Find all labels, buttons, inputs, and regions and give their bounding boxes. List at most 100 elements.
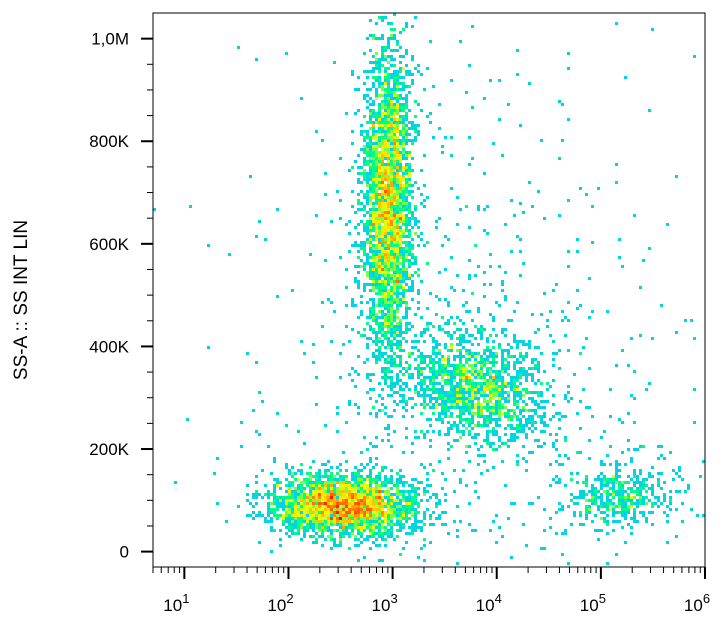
density-cell [363, 283, 366, 286]
density-cell [516, 343, 519, 346]
density-cell [378, 274, 381, 277]
density-cell [402, 298, 405, 301]
density-cell [366, 502, 369, 505]
density-cell [357, 250, 360, 253]
density-cell [471, 415, 474, 418]
density-cell [390, 394, 393, 397]
density-cell [513, 439, 516, 442]
density-cell [576, 289, 579, 292]
density-cell [525, 373, 528, 376]
density-cell [348, 499, 351, 502]
density-cell [294, 523, 297, 526]
density-cell [405, 256, 408, 259]
density-cell [627, 412, 630, 415]
density-cell [408, 202, 411, 205]
density-cell [420, 352, 423, 355]
density-cell [468, 409, 471, 412]
density-cell [405, 178, 408, 181]
density-cell [363, 115, 366, 118]
density-cell [387, 103, 390, 106]
density-cell [357, 523, 360, 526]
density-cell [405, 331, 408, 334]
density-cell [504, 349, 507, 352]
density-cell [354, 535, 357, 538]
density-cell [363, 163, 366, 166]
density-cell [663, 511, 666, 514]
density-cell [438, 358, 441, 361]
density-cell [390, 364, 393, 367]
density-cell [273, 460, 276, 463]
density-cell [450, 400, 453, 403]
density-cell [291, 484, 294, 487]
density-cell [402, 241, 405, 244]
density-cell [369, 379, 372, 382]
density-cell [507, 409, 510, 412]
density-cell [411, 502, 414, 505]
density-cell [402, 316, 405, 319]
density-cell [423, 382, 426, 385]
density-cell [327, 490, 330, 493]
density-cell [402, 175, 405, 178]
density-cell [603, 478, 606, 481]
density-cell [375, 478, 378, 481]
density-cell [423, 391, 426, 394]
density-cell [447, 397, 450, 400]
density-cell [444, 403, 447, 406]
density-cell [366, 142, 369, 145]
density-cell [393, 514, 396, 517]
density-cell [423, 355, 426, 358]
density-cell [378, 235, 381, 238]
density-cell [381, 301, 384, 304]
density-cell [414, 205, 417, 208]
density-cell [387, 193, 390, 196]
density-cell [402, 208, 405, 211]
density-cell [438, 349, 441, 352]
x-tick-exponent: 4 [495, 591, 502, 606]
density-cell [285, 520, 288, 523]
density-cell [405, 532, 408, 535]
density-cell [315, 514, 318, 517]
density-cell [285, 52, 288, 55]
density-cell [336, 472, 339, 475]
density-cell [576, 472, 579, 475]
density-cell [378, 271, 381, 274]
density-cell [501, 289, 504, 292]
density-cell [378, 61, 381, 64]
density-cell [384, 502, 387, 505]
density-cell [405, 499, 408, 502]
density-cell [600, 472, 603, 475]
density-cell [495, 400, 498, 403]
density-cell [375, 166, 378, 169]
density-cell [390, 190, 393, 193]
density-cell [399, 331, 402, 334]
density-cell [321, 532, 324, 535]
density-cell [390, 343, 393, 346]
density-cell [417, 226, 420, 229]
density-cell [330, 478, 333, 481]
density-cell [384, 217, 387, 220]
density-cell [372, 109, 375, 112]
density-cell [372, 187, 375, 190]
density-cell [660, 445, 663, 448]
density-cell [471, 394, 474, 397]
density-cell [564, 436, 567, 439]
density-cell [396, 109, 399, 112]
density-cell [381, 100, 384, 103]
density-cell [387, 46, 390, 49]
density-cell [375, 37, 378, 40]
density-cell [381, 328, 384, 331]
density-cell [303, 481, 306, 484]
density-cell [450, 346, 453, 349]
density-cell [429, 292, 432, 295]
density-cell [396, 148, 399, 151]
density-cell [384, 427, 387, 430]
density-cell [477, 421, 480, 424]
density-cell [252, 493, 255, 496]
density-cell [537, 361, 540, 364]
density-cell [516, 403, 519, 406]
density-cell [396, 220, 399, 223]
density-cell [300, 538, 303, 541]
density-cell [423, 199, 426, 202]
density-cell [414, 256, 417, 259]
density-cell [399, 388, 402, 391]
